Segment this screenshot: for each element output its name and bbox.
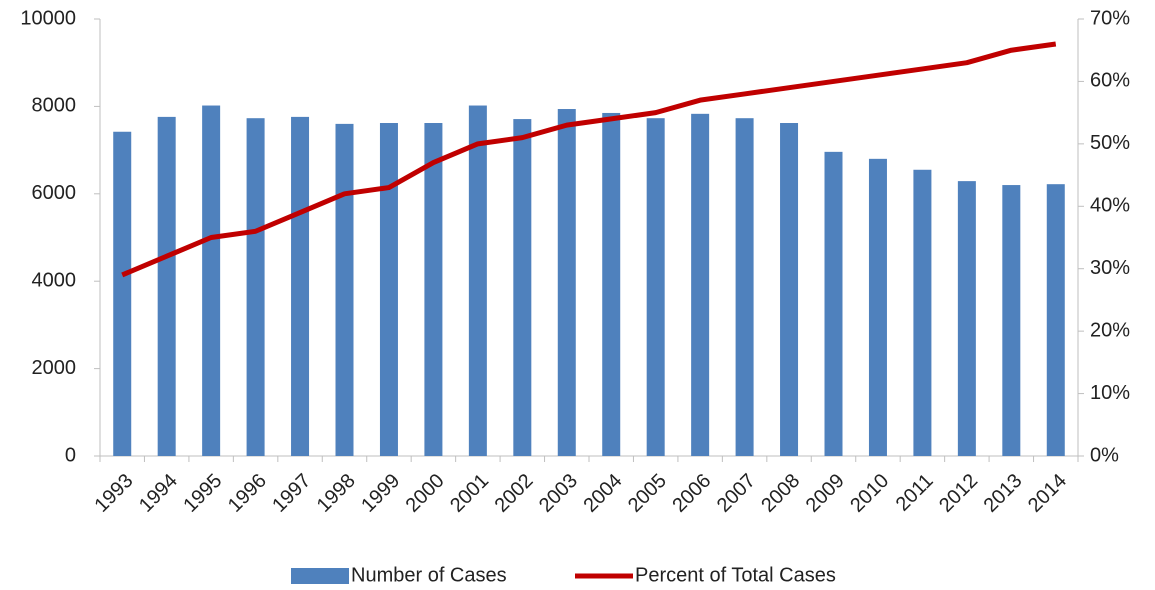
bar (335, 123, 354, 456)
bar (157, 116, 176, 456)
legend-label: Number of Cases (351, 564, 507, 586)
x-tick-label: 2002 (491, 470, 538, 517)
y-tick-label: 4000 (32, 269, 77, 291)
x-tick-label: 2013 (980, 470, 1027, 517)
x-tick-label: 1994 (135, 470, 182, 517)
y2-tick-label: 60% (1090, 70, 1130, 92)
x-tick-label: 2007 (713, 470, 760, 517)
y-tick-label: 10000 (20, 7, 76, 29)
x-tick-label: 2003 (535, 470, 582, 517)
x-tick-label: 1997 (268, 470, 315, 517)
y2-tick-label: 50% (1090, 132, 1130, 154)
x-tick-label: 2009 (802, 470, 849, 517)
x-tick-label: 2001 (446, 470, 493, 517)
y-tick-label: 6000 (32, 182, 77, 204)
bar (1046, 184, 1065, 456)
bar (468, 105, 487, 456)
bar (379, 123, 398, 457)
x-tick-label: 2006 (668, 470, 715, 517)
y2-tick-label: 20% (1090, 319, 1130, 341)
legend-swatch (291, 568, 349, 584)
bar (113, 131, 132, 456)
y2-tick-label: 0% (1090, 444, 1119, 466)
bar (424, 123, 443, 457)
y-tick-label: 2000 (32, 357, 77, 379)
x-tick-label: 2011 (892, 470, 938, 516)
x-tick-label: 2008 (757, 470, 804, 517)
y2-tick-label: 10% (1090, 382, 1130, 404)
x-tick-label: 1996 (224, 470, 271, 517)
bar (246, 118, 265, 456)
bar (691, 113, 710, 456)
x-tick-label: 2004 (579, 470, 626, 517)
bar (291, 116, 310, 456)
legend-label: Percent of Total Cases (635, 564, 836, 586)
y2-tick-label: 70% (1090, 7, 1130, 29)
bar (913, 169, 932, 456)
y-tick-label: 0 (65, 444, 76, 466)
bar (513, 119, 532, 456)
bar (735, 118, 754, 456)
y2-tick-label: 30% (1090, 257, 1130, 279)
bar (646, 118, 665, 456)
bar (202, 105, 221, 456)
bar (868, 158, 887, 456)
x-tick-label: 2014 (1024, 470, 1071, 517)
y-tick-label: 8000 (32, 95, 77, 117)
x-tick-label: 1998 (313, 470, 360, 517)
x-tick-label: 2010 (846, 470, 893, 517)
x-tick-label: 2005 (624, 470, 671, 517)
bar (957, 181, 976, 456)
bar (780, 123, 799, 457)
x-tick-label: 1995 (179, 470, 226, 517)
bar (824, 151, 843, 456)
x-tick-label: 1993 (90, 470, 137, 517)
y2-tick-label: 40% (1090, 195, 1130, 217)
bar (1002, 185, 1021, 456)
x-tick-label: 1999 (357, 470, 404, 517)
bar (602, 112, 621, 456)
bar (557, 109, 576, 456)
x-tick-label: 2000 (402, 470, 449, 517)
x-tick-label: 2012 (935, 470, 982, 517)
line (121, 41, 1057, 278)
